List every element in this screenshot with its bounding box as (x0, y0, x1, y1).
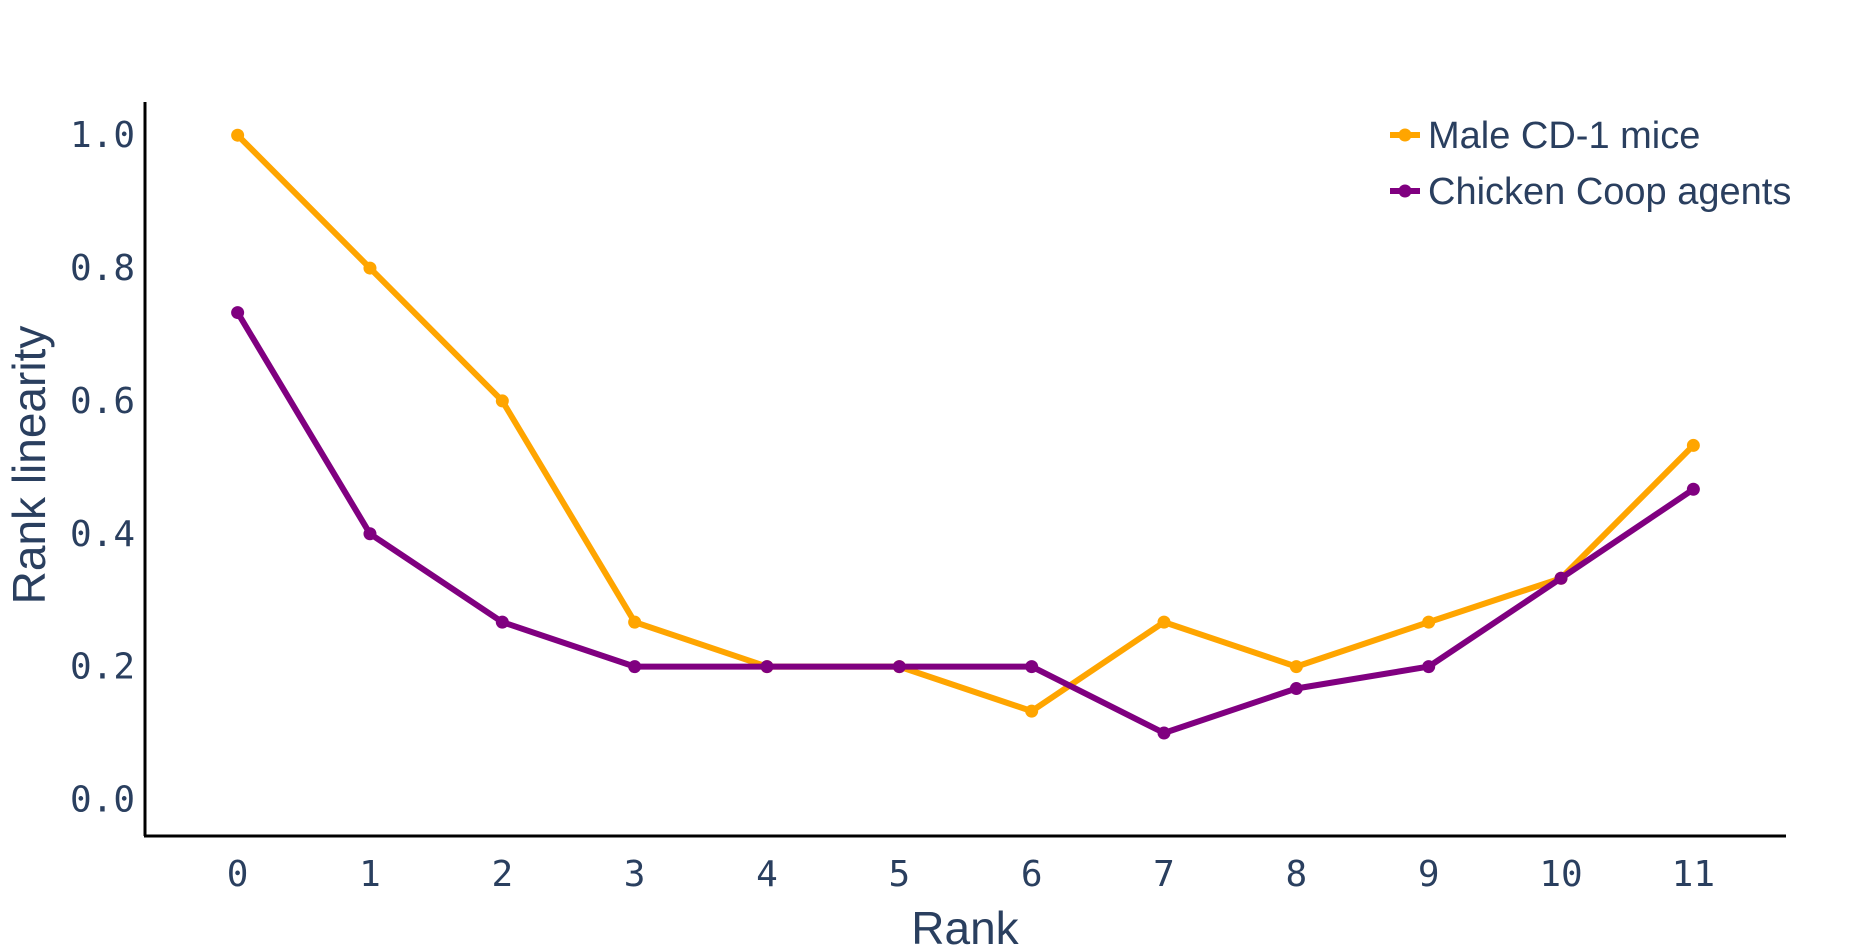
x-tick-label: 7 (1153, 854, 1175, 895)
data-point (363, 261, 377, 275)
legend-item: Male CD-1 mice (1390, 115, 1700, 157)
legend-label: Male CD-1 mice (1428, 115, 1700, 157)
legend-item: Chicken Coop agents (1390, 171, 1791, 213)
data-point (363, 527, 377, 541)
data-point (1157, 615, 1171, 629)
legend: Male CD-1 mice Chicken Coop agents (1390, 115, 1791, 213)
data-point (1422, 615, 1436, 629)
x-tick-label: 10 (1539, 854, 1582, 895)
data-point (1686, 482, 1700, 496)
data-point (1025, 704, 1039, 718)
data-point (1554, 571, 1568, 585)
data-point (892, 660, 906, 674)
data-point (628, 615, 642, 629)
y-tick-labels: 0.0 0.2 0.4 0.6 0.8 1.0 (70, 115, 135, 820)
x-tick-label: 4 (756, 854, 778, 895)
y-tick-label: 0.8 (70, 248, 135, 289)
series-line (234, 132, 1697, 715)
y-tick-label: 0.0 (70, 779, 135, 820)
x-tick-labels: 0 1 2 3 4 5 6 7 8 9 10 11 (227, 854, 1715, 895)
data-point (1289, 682, 1303, 696)
axes (143, 102, 1786, 838)
series-layer (231, 128, 1700, 740)
x-tick-label: 1 (359, 854, 381, 895)
data-point (760, 660, 774, 674)
data-point (1157, 726, 1171, 740)
y-tick-label: 0.6 (70, 381, 135, 422)
y-tick-label: 0.2 (70, 647, 135, 688)
legend-swatch-marker (1398, 184, 1412, 198)
data-point (495, 394, 509, 408)
data-point (1422, 660, 1436, 674)
legend-swatch-marker (1398, 128, 1412, 142)
x-tick-label: 11 (1672, 854, 1715, 895)
x-tick-label: 9 (1418, 854, 1440, 895)
y-tick-label: 0.4 (70, 514, 135, 555)
x-tick-label: 0 (227, 854, 249, 895)
data-point (231, 306, 245, 320)
series-2 (231, 306, 1700, 740)
y-axis-title: Rank linearity (3, 326, 55, 605)
data-point (1289, 660, 1303, 674)
x-tick-label: 8 (1286, 854, 1308, 895)
data-point (1686, 438, 1700, 452)
data-point (1025, 660, 1039, 674)
y-tick-label: 1.0 (70, 115, 135, 156)
series-line (234, 309, 1697, 736)
x-tick-label: 3 (624, 854, 646, 895)
data-point (628, 660, 642, 674)
legend-label: Chicken Coop agents (1428, 171, 1791, 213)
data-point (495, 615, 509, 629)
x-axis-title: Rank (911, 902, 1019, 950)
x-tick-label: 5 (888, 854, 910, 895)
x-tick-label: 2 (491, 854, 513, 895)
x-tick-label: 6 (1021, 854, 1043, 895)
data-point (231, 128, 245, 142)
